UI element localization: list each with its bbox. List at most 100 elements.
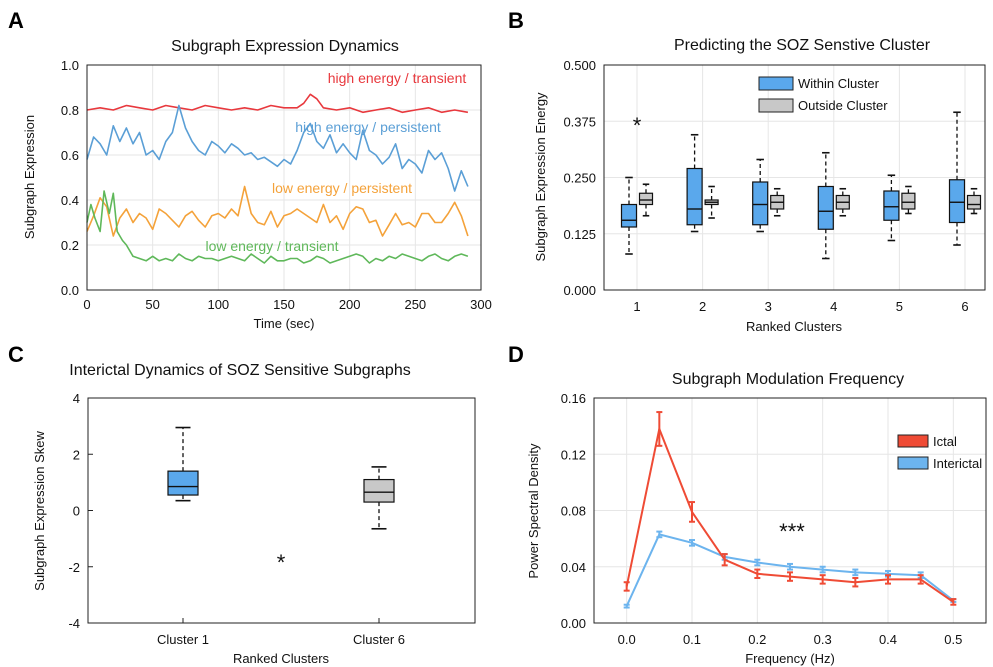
chart-b-xlabel: Ranked Clusters [746, 319, 843, 334]
chart-a-xtick-label: 150 [273, 297, 295, 312]
chart-b-box-within [620, 176, 638, 255]
chart-b-box-within-iqr [686, 167, 703, 226]
chart-c-ytick-label: 2 [73, 447, 80, 462]
chart-a-series-line-1 [86, 104, 469, 192]
chart-c-box-2 [363, 466, 395, 530]
chart-b-title: Predicting the SOZ Senstive Cluster [674, 37, 931, 54]
chart-d-title: Subgraph Modulation Frequency [672, 371, 904, 388]
chart-a-xtick-label: 250 [404, 297, 426, 312]
legend-label-within: Within Cluster [798, 76, 880, 91]
chart-a-ytick-label: 0.0 [61, 283, 79, 298]
chart-c-box-1-iqr [167, 470, 199, 496]
chart-b-ytick-label: 0.000 [563, 283, 596, 298]
chart-a-ytick-label: 0.2 [61, 238, 79, 253]
chart-a-xtick-label: 200 [339, 297, 361, 312]
chart-b-ytick-label: 0.250 [563, 171, 596, 186]
chart-d-significance-stars: *** [779, 519, 805, 544]
panel-label-d: D [508, 342, 524, 367]
chart-a-series-line-0 [86, 93, 469, 114]
legend-label-ictal: Ictal [933, 434, 957, 449]
chart-a-title: Subgraph Expression Dynamics [171, 38, 399, 55]
chart-c-ytick-label: -4 [68, 616, 80, 631]
chart-c-boxes [167, 426, 395, 530]
chart-b-box-outside-iqr [966, 194, 982, 210]
chart-b-ytick-label: 0.500 [563, 58, 596, 73]
chart-a-ytick-label: 1.0 [61, 58, 79, 73]
chart-d-ytick-label: 0.08 [561, 504, 586, 519]
chart-a-ytick-label: 0.6 [61, 148, 79, 163]
chart-c-box-2-iqr [363, 478, 395, 503]
legend-swatch-interictal [897, 456, 929, 470]
chart-a: Subgraph Expression Dynamics 0 50 100 150 20… [22, 38, 492, 331]
chart-a-xtick-label: 300 [470, 297, 492, 312]
chart-c-xlabel: Ranked Clusters [233, 651, 330, 666]
chart-b-ytick-label: 0.125 [563, 227, 596, 242]
chart-a-grid [86, 64, 482, 291]
chart-b-box-outside [901, 185, 916, 215]
chart-b-box-outside [638, 183, 654, 217]
chart-b-box-within [883, 174, 900, 242]
chart-d-xtick-label: 0.0 [618, 632, 636, 647]
chart-a-series-line-2 [86, 185, 469, 237]
chart-d-xlabel: Frequency (Hz) [745, 651, 835, 666]
chart-b-box-outside-iqr [638, 192, 654, 206]
chart-c-title: Interictal Dynamics of SOZ Sensitive Sub… [69, 362, 410, 379]
chart-c-xtick-label: Cluster 1 [157, 632, 209, 647]
chart-c-xtick-label: Cluster 6 [353, 632, 405, 647]
chart-b-ytick-label: 0.375 [563, 114, 596, 129]
legend-label-interictal: Interictal [933, 456, 982, 471]
chart-d-frame [593, 397, 987, 624]
chart-b-ticks: 0.000 0.125 0.250 0.375 0.500 1 2 3 4 5 6 [563, 58, 968, 314]
chart-c: Interictal Dynamics of SOZ Sensitive Sub… [32, 362, 476, 666]
chart-a-series-line-3 [86, 190, 469, 264]
panel-label-c: C [8, 342, 24, 367]
chart-a-frame [86, 64, 482, 291]
chart-b-box-within [686, 133, 703, 233]
chart-b-box-within-iqr [883, 190, 900, 221]
chart-a-ticks: 0 50 100 150 200 250 300 0.0 0.2 0.4 0.6 0.8 1.0 [61, 58, 492, 312]
chart-a-xtick-label: 100 [207, 297, 229, 312]
chart-c-ytick-label: 0 [73, 504, 80, 519]
chart-c-ylabel: Subgraph Expression Skew [32, 431, 47, 591]
chart-c-ticks: 4 2 0 -2 -4 Cluster 1 Cluster 6 [68, 391, 405, 647]
chart-a-ytick-label: 0.8 [61, 103, 79, 118]
chart-d-xtick-label: 0.4 [879, 632, 897, 647]
chart-d-xtick-label: 0.3 [814, 632, 832, 647]
annotation-low-transient: low energy / transient [205, 238, 338, 254]
chart-b-box-within [817, 151, 834, 260]
chart-b-xtick-label: 3 [765, 299, 772, 314]
panel-label-b: B [508, 8, 524, 33]
chart-a-ytick-label: 0.4 [61, 193, 79, 208]
chart-d-legend: Ictal Interictal [897, 434, 982, 471]
chart-d-ticks: 0.0 0.1 0.2 0.3 0.4 0.5 0.00 0.04 0.08 0.12 0.16 [561, 391, 963, 647]
legend-swatch-within [758, 76, 794, 91]
chart-b-box-within-iqr [620, 203, 638, 228]
chart-b-box-within-iqr [817, 185, 834, 230]
chart-c-significance-star: * [277, 550, 286, 575]
annotation-high-persistent: high energy / persistent [295, 119, 441, 135]
chart-b-box-outside-iqr [901, 192, 916, 210]
chart-c-frame [87, 397, 476, 624]
chart-d-xtick-label: 0.5 [944, 632, 962, 647]
chart-b-box-within [752, 158, 769, 233]
chart-b-box-outside [770, 187, 785, 217]
chart-d-ytick-label: 0.12 [561, 447, 586, 462]
chart-b-boxes [620, 111, 982, 260]
chart-b-xtick-label: 2 [699, 299, 706, 314]
chart-d-xtick-label: 0.2 [748, 632, 766, 647]
chart-d-grid [594, 397, 986, 624]
chart-a-lines [86, 93, 469, 264]
chart-d: Subgraph Modulation Frequency 0.0 0.1 0.2 0… [526, 371, 987, 666]
chart-c-box-1 [167, 426, 199, 502]
chart-a-xtick-label: 0 [83, 297, 90, 312]
chart-d-ytick-label: 0.00 [561, 616, 586, 631]
legend-swatch-ictal [897, 434, 929, 448]
chart-d-xtick-label: 0.1 [683, 632, 701, 647]
annotation-high-transient: high energy / transient [328, 70, 467, 86]
chart-b-grid [604, 64, 985, 291]
chart-b-significance-star: * [633, 113, 642, 138]
chart-b-box-within-iqr [752, 181, 769, 226]
panel-label-a: A [8, 8, 24, 33]
chart-b-box-within-iqr [948, 179, 966, 224]
